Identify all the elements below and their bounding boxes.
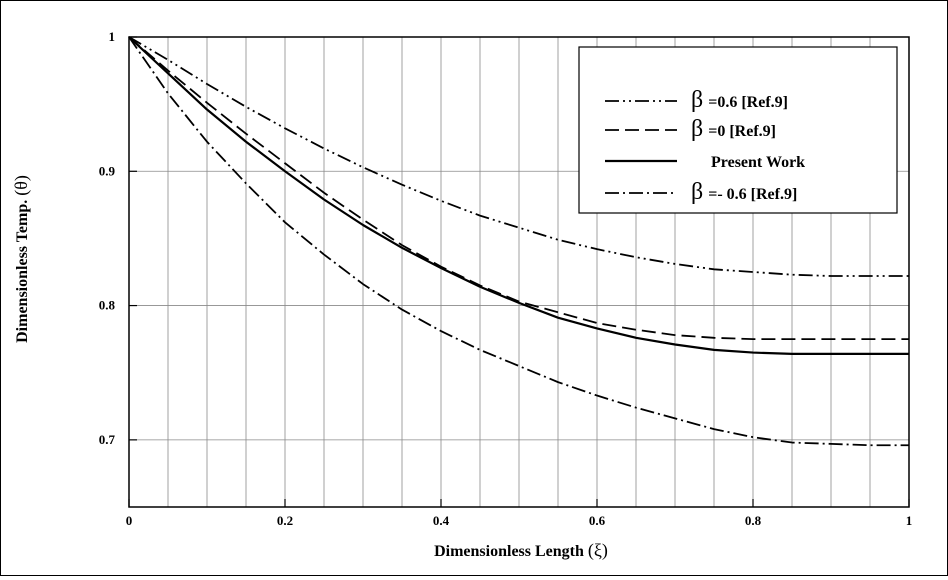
y-tick-label: 1 <box>109 29 116 44</box>
y-axis-ticks: 0.7 0.8 0.9 1 <box>99 29 137 447</box>
legend-entry-symbol: β <box>691 116 703 142</box>
x-tick-label: 0 <box>126 513 133 528</box>
legend-entry-label: Present Work <box>711 154 805 171</box>
y-tick-label: 0.7 <box>99 432 116 447</box>
x-axis-ticks: 0 0.2 0.4 0.6 0.8 1 <box>126 499 913 528</box>
x-tick-label: 0.4 <box>433 513 450 528</box>
legend-entry-label: β =0 [Ref.9] <box>691 116 776 142</box>
y-axis-label-symbol: (θ) <box>11 175 32 196</box>
x-tick-label: 0.2 <box>277 513 293 528</box>
y-tick-label: 0.9 <box>99 163 116 178</box>
legend-entry-text: =- 0.6 [Ref.9] <box>708 186 797 203</box>
legend-entry-symbol: β <box>691 87 703 113</box>
y-axis-label-text: Dimensionless Temp. <box>14 200 31 343</box>
x-axis-label-symbol: (ξ) <box>588 540 608 561</box>
x-axis-label: Dimensionless Length (ξ) <box>434 540 608 561</box>
x-tick-label: 1 <box>906 513 913 528</box>
series-line <box>128 36 909 341</box>
series-lines <box>128 36 909 447</box>
legend-entry-label: β =0.6 [Ref.9] <box>691 87 788 113</box>
legend-entry-text: =0.6 [Ref.9] <box>708 94 788 111</box>
legend-entry-text: =0 [Ref.9] <box>708 123 776 140</box>
y-axis-label: Dimensionless Temp. (θ) <box>11 175 32 343</box>
series-line <box>128 36 909 277</box>
legend-entry-label: β =- 0.6 [Ref.9] <box>691 179 797 205</box>
x-axis-label-text: Dimensionless Length <box>434 543 584 560</box>
plot-area-border <box>128 36 910 508</box>
legend: β =0.6 [Ref.9] β =0 [Ref.9] Present Work β =- … <box>578 46 898 214</box>
y-tick-label: 0.8 <box>99 298 116 313</box>
x-tick-label: 0.8 <box>745 513 762 528</box>
x-tick-label: 0.6 <box>589 513 606 528</box>
legend-entry-symbol: β <box>691 179 703 205</box>
series-line <box>128 36 909 356</box>
